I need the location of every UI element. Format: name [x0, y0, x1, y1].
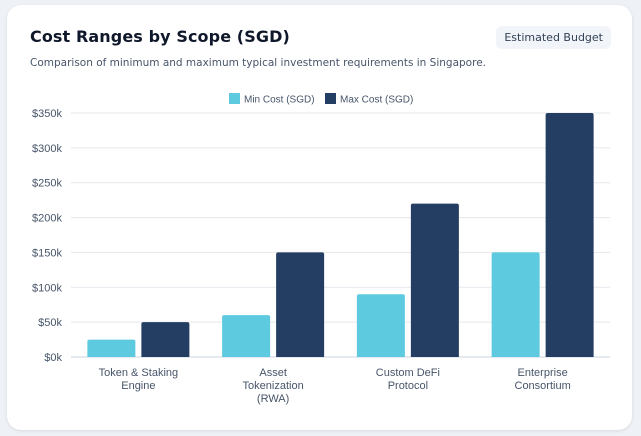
- bar-min-cost: [222, 315, 271, 357]
- legend-swatch: [229, 93, 240, 104]
- chart-subtitle: Comparison of minimum and maximum typica…: [30, 57, 486, 69]
- bar-max-cost: [410, 203, 459, 357]
- estimated-budget-badge: Estimated Budget: [496, 26, 611, 49]
- y-tick-label: $150k: [32, 247, 62, 259]
- y-tick-label: $50k: [38, 317, 62, 329]
- x-tick-label: Protocol: [388, 380, 428, 392]
- x-tick-label: Token & Staking: [99, 367, 179, 379]
- bar-max-cost: [141, 322, 190, 357]
- bar-max-cost: [276, 252, 325, 357]
- y-tick-label: $100k: [32, 282, 62, 294]
- y-tick-label: $350k: [32, 108, 62, 120]
- y-tick-label: $300k: [32, 143, 62, 155]
- y-tick-label: $200k: [32, 213, 62, 225]
- legend: Min Cost (SGD) Max Cost (SGD): [229, 93, 413, 106]
- legend-label: Max Cost (SGD): [340, 95, 413, 106]
- legend-swatch: [325, 93, 336, 104]
- bar-min-cost: [356, 294, 405, 357]
- chart-title: Cost Ranges by Scope (SGD): [30, 27, 290, 46]
- y-tick-label: $250k: [32, 178, 62, 190]
- x-tick-label: Engine: [121, 380, 155, 392]
- bars: [87, 113, 594, 357]
- x-tick-label: Consortium: [515, 380, 571, 392]
- x-tick-label: Tokenization: [243, 380, 304, 392]
- x-tick-label: Enterprise: [518, 367, 568, 379]
- x-tick-label: Asset: [259, 367, 287, 379]
- x-tick-label: Custom DeFi: [376, 367, 440, 379]
- bar-min-cost: [491, 252, 540, 357]
- bar-min-cost: [87, 339, 136, 357]
- bar-max-cost: [545, 113, 594, 357]
- x-tick-label: (RWA): [257, 393, 289, 405]
- y-axis-ticks: $0k $50k $100k $150k $200k $250k $300k $350k: [32, 108, 62, 364]
- legend-label: Min Cost (SGD): [244, 95, 315, 106]
- y-tick-label: $0k: [44, 352, 62, 364]
